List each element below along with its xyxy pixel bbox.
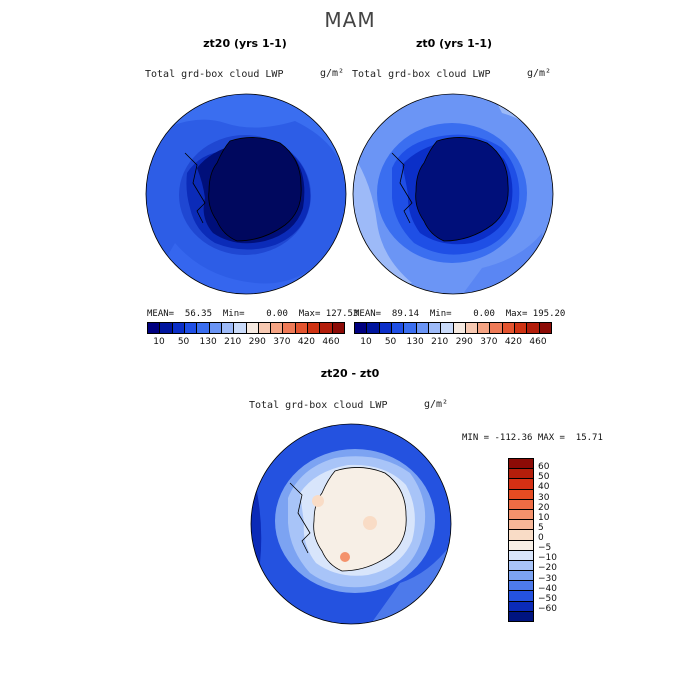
colorbar-swatch: [391, 323, 405, 333]
diff-stats: MIN = -112.36 MAX = 15.71: [462, 433, 603, 443]
diff-colorbar: [508, 458, 534, 622]
diff-colorbar-swatch: [509, 540, 533, 551]
colorbar-swatch: [308, 323, 321, 333]
colorbar-swatch: [478, 323, 491, 333]
diff-colorbar-swatch: [509, 591, 533, 602]
diff-colorbar-swatch: [509, 550, 533, 561]
colorbar-tick-label: 210: [431, 337, 449, 347]
panel1-title: zt20 (yrs 1-1): [203, 37, 287, 50]
panel1-colorbar: [147, 322, 345, 334]
colorbar-swatch: [172, 323, 185, 333]
diff-colorbar-swatch: [509, 489, 533, 500]
panel2-colorbar: [354, 322, 552, 334]
diff-colorbar-label: 40: [538, 482, 550, 493]
diff-colorbar-swatch: [509, 520, 533, 531]
colorbar-tick-label: 370: [273, 337, 291, 347]
diff-variable: Total grd-box cloud LWP: [249, 400, 388, 411]
diff-colorbar-swatch: [509, 611, 533, 621]
diff-colorbar-label: −10: [538, 553, 557, 564]
diff-colorbar-label: −60: [538, 603, 557, 614]
colorbar-swatch: [490, 323, 503, 333]
diff-colorbar-label: 50: [538, 472, 550, 483]
diff-colorbar-label: −5: [538, 543, 552, 554]
diff-colorbar-label: −40: [538, 583, 557, 594]
diff-colorbar-label: 10: [538, 512, 550, 523]
colorbar-swatch: [283, 323, 296, 333]
colorbar-tick-label: 210: [224, 337, 242, 347]
colorbar-swatch: [416, 323, 429, 333]
colorbar-swatch: [221, 323, 235, 333]
colorbar-swatch: [258, 323, 272, 333]
colorbar-tick-label: 10: [360, 337, 372, 347]
panel2-unit: g/m²: [527, 68, 552, 79]
panel1-stats: MEAN= 56.35 Min= 0.00 Max= 127.53: [147, 309, 359, 319]
colorbar-swatch: [148, 323, 161, 333]
colorbar-swatch: [209, 323, 222, 333]
diff-colorbar-label: 30: [538, 492, 550, 503]
diff-colorbar-swatch: [509, 530, 533, 541]
colorbar-tick-label: 130: [199, 337, 217, 347]
colorbar-tick-label: 370: [480, 337, 498, 347]
colorbar-swatch: [184, 323, 198, 333]
colorbar-tick-label: 290: [248, 337, 266, 347]
diff-colorbar-label: −30: [538, 573, 557, 584]
colorbar-swatch: [355, 323, 368, 333]
colorbar-swatch: [428, 323, 442, 333]
panel2-stats: MEAN= 89.14 Min= 0.00 Max= 195.20: [354, 309, 566, 319]
colorbar-swatch: [367, 323, 380, 333]
colorbar-swatch: [197, 323, 210, 333]
colorbar-swatch: [160, 323, 173, 333]
diff-colorbar-label: −20: [538, 563, 557, 574]
colorbar-tick-label: 420: [504, 337, 523, 347]
colorbar-tick-label: 420: [297, 337, 316, 347]
colorbar-swatch: [379, 323, 392, 333]
colorbar-tick-label: 460: [322, 337, 340, 347]
diff-colorbar-label: 0: [538, 533, 544, 543]
colorbar-swatch: [295, 323, 309, 333]
colorbar-tick-label: 130: [406, 337, 424, 347]
diff-colorbar-swatch: [509, 601, 533, 612]
colorbar-tick-label: 50: [384, 337, 397, 347]
panel2-variable: Total grd-box cloud LWP: [352, 69, 491, 80]
diff-colorbar-swatch: [509, 499, 533, 510]
colorbar-swatch: [441, 323, 454, 333]
diff-colorbar-swatch: [509, 459, 533, 470]
panel1-polar-map: [145, 93, 347, 295]
diff-colorbar-swatch: [509, 581, 533, 592]
panel2-polar-map: [352, 93, 554, 295]
colorbar-swatch: [515, 323, 528, 333]
diff-colorbar-swatch: [509, 560, 533, 572]
colorbar-tick-label: 50: [177, 337, 190, 347]
diff-colorbar-label: −50: [538, 593, 557, 604]
colorbar-tick-label: 290: [455, 337, 473, 347]
diff-colorbar-swatch: [509, 509, 533, 521]
colorbar-swatch: [246, 323, 259, 333]
colorbar-swatch: [404, 323, 417, 333]
diff-colorbar-labels: 60 50 40 30 20 10 5 0 −5 −10 −20 −30 −40 −50 −60: [538, 458, 578, 620]
diff-title: zt20 - zt0: [320, 367, 380, 380]
diff-unit: g/m²: [424, 399, 449, 410]
diff-colorbar-swatch: [509, 479, 533, 490]
diff-colorbar-label: 20: [538, 502, 550, 513]
colorbar-swatch: [271, 323, 284, 333]
colorbar-swatch: [527, 323, 540, 333]
colorbar-swatch: [320, 323, 333, 333]
colorbar-swatch: [539, 323, 551, 333]
diff-colorbar-swatch: [509, 469, 533, 480]
colorbar-swatch: [332, 323, 344, 333]
colorbar-swatch: [465, 323, 479, 333]
colorbar-swatch: [234, 323, 247, 333]
diff-polar-map: [250, 423, 452, 625]
diff-colorbar-swatch: [509, 571, 533, 582]
diff-colorbar-label: 5: [538, 522, 544, 533]
panel2-title: zt0 (yrs 1-1): [415, 37, 493, 50]
colorbar-swatch: [502, 323, 516, 333]
panel1-variable: Total grd-box cloud LWP: [145, 69, 284, 80]
panel1-unit: g/m²: [320, 68, 345, 79]
diff-colorbar-label: 60: [538, 462, 550, 473]
colorbar-tick-label: 460: [529, 337, 547, 347]
colorbar-swatch: [453, 323, 466, 333]
colorbar-tick-label: 10: [153, 337, 165, 347]
season-title: MAM: [324, 8, 376, 32]
